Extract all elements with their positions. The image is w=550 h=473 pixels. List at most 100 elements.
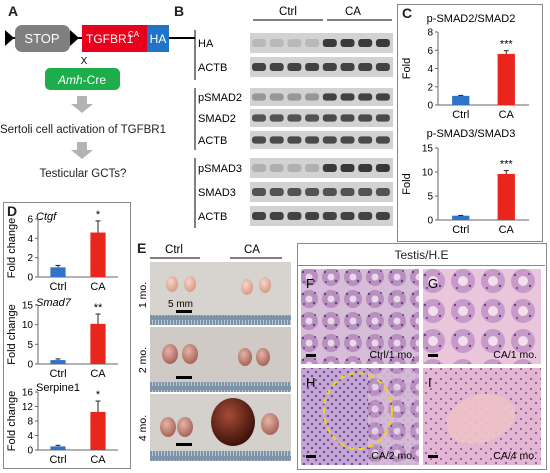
y-axis-label: Fold change — [6, 391, 18, 452]
step2-text: Testicular GCTs? — [40, 168, 127, 180]
panel-e-letter: E — [137, 240, 147, 256]
blot-band — [322, 212, 337, 220]
y-tick-label: 4 — [427, 64, 433, 75]
blot-band — [269, 63, 284, 71]
y-tick-label: 0 — [427, 101, 433, 112]
y-tick-label: 0 — [427, 216, 433, 227]
blot-band — [375, 212, 390, 220]
histology-header: Testis/H.E — [298, 245, 545, 266]
blot-band — [305, 93, 320, 101]
blot-band — [375, 39, 390, 47]
scale-bar — [176, 310, 192, 313]
blot-band — [252, 114, 266, 122]
blot-band — [287, 212, 302, 220]
bar — [90, 411, 106, 450]
blot-strip — [250, 33, 393, 53]
row-label-4mo: 4 mo. — [137, 415, 149, 441]
histology-grid: F G H I Ctrl/1 mo. CA/1 mo. CA/2 mo. CA/… — [301, 269, 541, 465]
y-tick-label: 0 — [27, 360, 33, 371]
blot-band — [269, 114, 284, 122]
y-tick-label: 8 — [427, 28, 433, 39]
blot-band — [287, 39, 302, 47]
blot-band — [358, 188, 373, 196]
y-tick-label: 2 — [427, 82, 433, 93]
blot-row-label: HA — [198, 38, 214, 50]
x-tick-label: Ctrl — [49, 281, 66, 293]
cross-symbol: X — [81, 56, 88, 67]
blot-band — [287, 114, 302, 122]
blot-band — [322, 63, 337, 71]
blot-band — [322, 164, 337, 172]
loxp-icon — [5, 30, 14, 46]
blot-band — [322, 39, 337, 47]
chart-psmad2: p-SMAD2/SMAD2 0 2 4 6 8 Fold Ctrl CA *** — [401, 13, 529, 121]
y-tick-label: 8 — [27, 417, 33, 428]
blot-band — [340, 114, 355, 122]
blot-row-label: pSMAD2 — [198, 92, 242, 104]
chart-title: p-SMAD2/SMAD2 — [427, 13, 516, 25]
svg-text:Amh-Cre: Amh-Cre — [57, 73, 106, 87]
chart-title: Ctgf — [36, 211, 57, 223]
blot-band — [322, 114, 337, 122]
blot-band — [375, 188, 390, 196]
gross-ca-label: CA — [244, 244, 260, 256]
x-tick-label: CA — [90, 281, 106, 293]
blot-band — [252, 93, 266, 101]
y-tick-label: 12 — [22, 402, 34, 413]
blot-band — [322, 188, 337, 196]
scale-bar-label: 5 mm — [168, 299, 193, 310]
significance-mark: *** — [500, 159, 514, 171]
ha-tag-box — [147, 25, 169, 52]
blot-band — [269, 188, 284, 196]
stop-label: STOP — [24, 31, 59, 46]
y-tick-label: 10 — [422, 168, 434, 179]
bar — [50, 446, 66, 450]
significance-mark: * — [96, 389, 101, 401]
panel-c-frame — [397, 4, 543, 242]
blot-band — [269, 164, 284, 172]
blot-strip — [250, 182, 393, 202]
x-tick-label: Ctrl — [452, 224, 469, 236]
y-tick-label: 4 — [27, 431, 33, 442]
x-tick-label: CA — [499, 224, 515, 236]
tile-f-caption: Ctrl/1 mo. — [369, 349, 415, 361]
x-tick-label: Ctrl — [452, 109, 469, 121]
chart-ctgf: Ctgf 0 2 4 6 Fold change Ctrl CA * — [6, 209, 118, 293]
bar — [452, 215, 470, 220]
blot-row-label: ACTB — [198, 211, 227, 223]
panel-c-letter: C — [402, 5, 413, 21]
blot-band — [358, 39, 373, 47]
blot-row-label: ACTB — [198, 62, 227, 74]
gross-testis-panel: Ctrl CA 5 mm 1 mo. 2 mo. 4 mo. — [137, 244, 291, 461]
blot-band — [252, 136, 266, 144]
blot-row-label: pSMAD3 — [198, 163, 242, 175]
blot-band — [340, 63, 355, 71]
y-tick-label: 16 — [22, 388, 34, 399]
down-arrow-icon-2 — [71, 142, 93, 159]
y-tick-label: 0 — [27, 446, 33, 457]
blot-band — [375, 114, 390, 122]
blot-band — [358, 164, 373, 172]
blot-band — [252, 212, 266, 220]
significance-mark: *** — [500, 39, 514, 51]
y-axis-label: Fold change — [6, 304, 18, 365]
blot-band — [305, 63, 320, 71]
blot-band — [287, 164, 302, 172]
blot-band — [287, 63, 302, 71]
stop-box — [15, 25, 70, 52]
y-axis-label: Fold — [401, 58, 413, 79]
blot-band — [269, 212, 284, 220]
bar — [90, 323, 106, 364]
y-tick-label: 15 — [422, 144, 434, 155]
x-tick-label: Ctrl — [49, 368, 66, 380]
bar — [90, 232, 106, 277]
down-arrow-icon — [71, 96, 93, 113]
blot-band — [305, 114, 320, 122]
blot-strip — [250, 57, 393, 77]
row-label-1mo: 1 mo. — [137, 282, 149, 308]
y-tick-label: 5 — [27, 340, 33, 351]
ca-superscript: CA — [128, 30, 140, 39]
y-tick-label: 4 — [27, 234, 33, 245]
blot-band — [340, 164, 355, 172]
chart-title: Smad7 — [36, 297, 72, 309]
